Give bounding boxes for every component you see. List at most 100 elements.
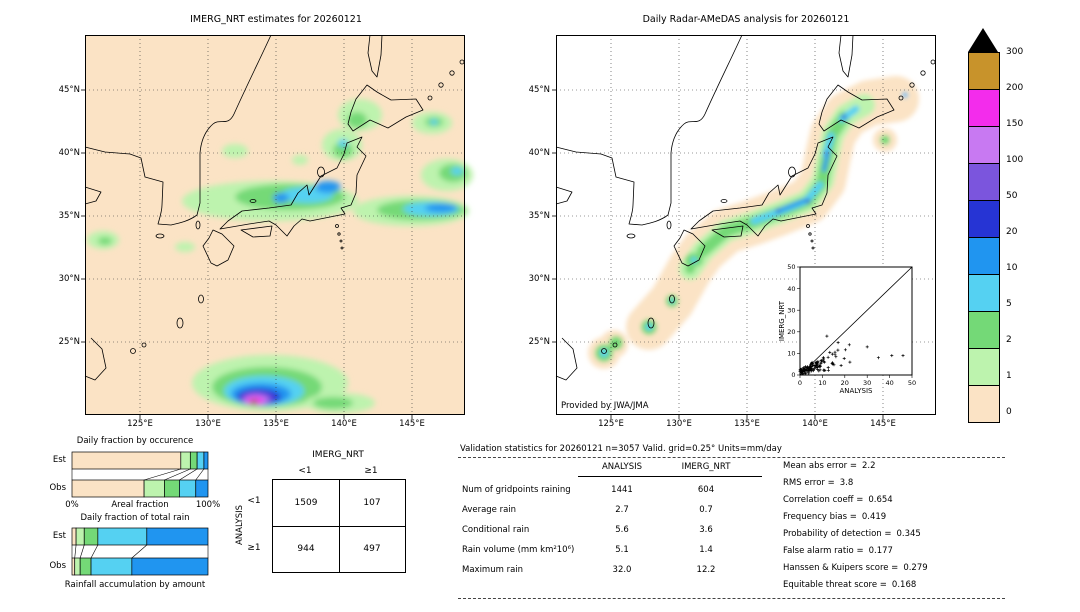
contingency-cell-misses: 944 <box>297 544 315 554</box>
contingency-row-header: ANALYSIS <box>235 504 245 546</box>
contingency-cell-hits-none: 1509 <box>294 498 318 508</box>
fraction-connector <box>179 468 198 481</box>
metric-probability-of-detection: Probability of detection = 0.345 <box>783 529 921 539</box>
metric-value: 0.419 <box>861 512 887 522</box>
colorbar-overflow-triangle <box>968 28 998 52</box>
fraction-bar-segment <box>189 451 198 470</box>
validation-title: Validation statistics for 20260121 n=305… <box>460 444 782 454</box>
left-map-lat-tick: 40°N <box>58 148 80 158</box>
colorbar-segment <box>969 127 999 164</box>
right-map-border <box>556 35 936 415</box>
colorbar-segment <box>969 90 999 127</box>
left-map-lat-tick: 25°N <box>58 337 80 347</box>
inset-y-tick-label: 30 <box>787 306 795 314</box>
left-map-border <box>85 35 465 415</box>
fraction-bar-segment <box>164 479 180 498</box>
inset-y-axis-label: IMERG_NRT <box>778 300 786 341</box>
metric-label: Correlation coeff = <box>783 495 864 505</box>
validation-header-underline <box>578 476 762 477</box>
fraction-connector <box>143 468 181 481</box>
fraction-bar-segment <box>71 479 145 498</box>
validation-col-analysis: ANALYSIS <box>601 462 643 472</box>
metric-value: 2.2 <box>862 461 876 471</box>
right-map-lon-tick: 145°E <box>870 419 896 429</box>
fraction-bar-segment <box>203 451 209 470</box>
colorbar-labels: 300 200 150 100 50 20 10 5 2 1 0 <box>1006 28 1046 428</box>
fraction-bar-segment <box>146 527 209 546</box>
right-map-lon-tick: 140°E <box>802 419 828 429</box>
colorbar-label: 20 <box>1006 227 1018 237</box>
inset-x-tick-label: 20 <box>841 379 849 387</box>
fraction-connector <box>74 544 77 559</box>
contingency-cell-false-alarms: 107 <box>363 498 381 508</box>
fraction-bar-segment <box>195 479 209 498</box>
contingency-col-header: IMERG_NRT <box>312 450 364 460</box>
areal-fraction-axis-label: Areal fraction <box>111 500 169 510</box>
metric-mean-abs-error: Mean abs error = 2.2 <box>783 461 876 471</box>
fraction-bar-segment <box>83 527 99 546</box>
colorbar-label: 150 <box>1006 119 1024 129</box>
fraction-connector <box>90 544 99 559</box>
contingency-cell-hits: 497 <box>363 544 381 554</box>
colorbar-segment <box>969 164 999 201</box>
fraction-connector <box>164 468 191 481</box>
metric-label: Probability of detection = <box>783 529 892 539</box>
inset-x-tick-label: 0 <box>798 379 802 387</box>
fraction-connector <box>195 468 205 481</box>
metric-value: 0.168 <box>891 580 917 590</box>
colorbar-label: 1 <box>1006 371 1012 381</box>
inset-x-tick-label: 30 <box>863 379 871 387</box>
total-rain-est-label: Est <box>52 531 66 541</box>
right-map-lon-tick: 125°E <box>598 419 624 429</box>
occurrence-chart-title: Daily fraction by occurence <box>76 436 194 446</box>
metric-label: Mean abs error = <box>783 461 857 471</box>
metric-false-alarm-ratio: False alarm ratio = 0.177 <box>783 546 893 556</box>
contingency-col-label-lt1: <1 <box>298 466 312 476</box>
inset-points <box>798 334 905 376</box>
validation-row-label: Conditional rain <box>462 525 530 535</box>
right-map-lat-tick: 35°N <box>528 211 550 221</box>
inset-scatter-plot: 0 10 20 30 40 50 0 10 20 30 40 50 ANALYSIS IMERG_NRT <box>778 263 916 395</box>
total-rain-chart-title: Daily fraction of total rain <box>80 513 190 523</box>
validation-bottom-divider <box>458 598 1005 599</box>
fraction-bar-segment <box>179 479 197 498</box>
inset-y-tick-label: 10 <box>787 350 795 358</box>
colorbar-segment <box>969 201 999 238</box>
validation-row-label: Average rain <box>462 505 517 515</box>
fraction-bar-segment <box>97 527 148 546</box>
fraction-bar-segment <box>71 451 182 470</box>
inset-axes: 0 10 20 30 40 50 0 10 20 30 40 50 ANALYSIS IMERG_NRT <box>778 263 916 395</box>
fraction-bar-segment <box>90 557 133 576</box>
validation-value-imerg: 3.6 <box>699 525 713 535</box>
inset-y-tick-label: 0 <box>791 371 795 379</box>
fraction-bar-segment <box>71 557 76 576</box>
left-map-lon-tick: 135°E <box>263 419 289 429</box>
inset-y-tick-label: 40 <box>787 285 795 293</box>
total-rain-caption: Rainfall accumulation by amount <box>64 580 206 590</box>
contingency-col-label-ge1: ≥1 <box>364 466 378 476</box>
metric-value: 0.177 <box>868 546 893 556</box>
colorbar-label: 50 <box>1006 191 1018 201</box>
left-map-lon-tick: 125°E <box>127 419 153 429</box>
contingency-row-label-ge1: ≥1 <box>247 543 261 553</box>
fraction-bar-segment <box>79 557 92 576</box>
fraction-connector <box>131 544 147 559</box>
inset-y-tick-label: 50 <box>787 263 795 271</box>
colorbar-segment <box>969 53 999 90</box>
right-map-lat-tick: 40°N <box>528 148 550 158</box>
validation-value-analysis: 2.7 <box>615 505 629 515</box>
inset-one-to-one-line <box>799 266 913 376</box>
right-map-lat-tick: 45°N <box>528 85 550 95</box>
fraction-bar-segment <box>143 479 165 498</box>
colorbar <box>968 28 1000 423</box>
colorbar-label: 300 <box>1006 47 1024 57</box>
metric-value: 3.8 <box>839 478 854 488</box>
metric-value: 0.279 <box>903 563 928 573</box>
colorbar-segment <box>969 312 999 349</box>
colorbar-segment <box>969 238 999 275</box>
validation-row-label: Rain volume (mm km²10⁶) <box>462 545 575 555</box>
right-map-lat-tick: 30°N <box>528 274 550 284</box>
colorbar-segment <box>969 386 999 422</box>
total-rain-obs-label: Obs <box>49 561 66 571</box>
